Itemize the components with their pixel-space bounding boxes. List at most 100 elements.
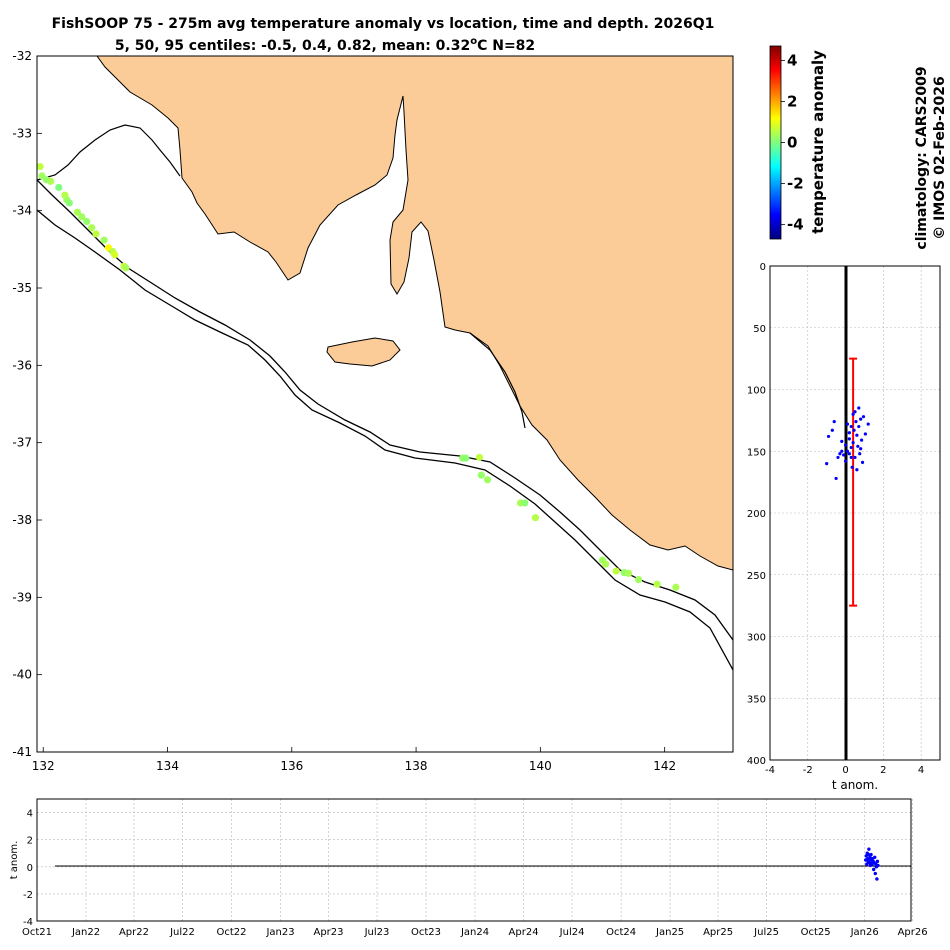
time-point [865, 862, 869, 866]
map-ytick-label: -38 [12, 513, 32, 527]
depth-ytick-label: 150 [747, 447, 766, 458]
depth-centile-bar [849, 357, 858, 607]
depth-point [866, 422, 870, 426]
colorbar-tick-label: 0 [787, 134, 797, 152]
kangaroo-island [326, 337, 401, 367]
depth-ytick-label: 200 [747, 509, 766, 520]
depth-point [840, 439, 844, 443]
map-point [37, 162, 44, 171]
time-frame [36, 798, 912, 922]
time-xtick-label: Oct25 [801, 927, 831, 938]
time-ytick-label: 4 [27, 809, 33, 820]
time-point [870, 861, 875, 865]
map-points [37, 162, 680, 591]
map-panel: 132 134 136 138 140 142 -32 -33 -34 -35 -36 -37 -38 -… [12, 49, 734, 773]
depth-point [832, 420, 836, 424]
depth-point [857, 406, 861, 410]
depth-point [842, 453, 846, 457]
time-background [37, 799, 911, 921]
map-xtick-label: 140 [529, 759, 552, 773]
depth-xlabel: t anom. [832, 778, 878, 792]
depth-frame [769, 265, 941, 761]
depth-point [843, 459, 848, 463]
map-xtick-label: 138 [405, 759, 428, 773]
time-grid [36, 799, 913, 922]
isobath-inner [37, 179, 733, 641]
map-xtick-label: 136 [280, 759, 303, 773]
map-ytick-label: -34 [12, 204, 32, 218]
depth-ytick-label: 0 [760, 262, 766, 273]
depth-point [849, 424, 853, 429]
depth-point [853, 455, 857, 460]
depth-point [838, 452, 842, 456]
time-point [867, 861, 872, 865]
depth-point [852, 428, 856, 432]
time-point [867, 847, 871, 851]
depth-point [859, 417, 863, 421]
colorbar-scale [769, 45, 782, 240]
map-point [78, 213, 86, 221]
map-features [37, 56, 733, 671]
map-point [100, 236, 108, 244]
map-point [672, 583, 680, 591]
depth-axes: 0 50 100 150 200 250 300 350 400-4 -2 0 2 4 [747, 262, 924, 776]
time-xtick-label: Jul24 [559, 927, 585, 938]
map-point [73, 208, 81, 216]
time-point [869, 852, 873, 857]
map-ytick-label: -40 [12, 668, 32, 682]
depth-point [830, 428, 834, 432]
map-point [88, 224, 96, 232]
depth-point [855, 468, 859, 472]
time-point [871, 867, 876, 872]
time-ytick-label: 2 [27, 836, 33, 847]
depth-point [825, 462, 829, 466]
isobath-outer [37, 209, 733, 671]
map-point [111, 251, 119, 259]
map-ytick-label: -33 [12, 126, 32, 140]
time-xtick-label: Apr22 [119, 927, 149, 938]
time-xtick-label: Jul25 [753, 927, 779, 938]
depth-point [845, 449, 850, 453]
time-point [875, 877, 879, 881]
depth-xtick-label: 2 [880, 765, 886, 776]
depth-point [840, 449, 844, 453]
depth-xtick-label: -2 [803, 765, 813, 776]
colorbar: 4 2 0 -2 -4 temperature anomaly [769, 45, 827, 240]
depth-xtick-label: -4 [765, 765, 775, 776]
map-point [47, 177, 55, 185]
depth-ytick-label: 50 [753, 324, 766, 335]
depth-point [863, 432, 867, 436]
lake-coastline [469, 332, 526, 429]
depth-points [825, 406, 870, 481]
west-coastline [37, 124, 181, 181]
map-ytick-label: -36 [12, 358, 32, 372]
time-xtick-label: Apr23 [313, 927, 343, 938]
map-point [531, 514, 539, 522]
map-axes: 132 134 136 138 140 142 -32 -33 -34 -35 -36 -37 -38 -… [12, 49, 676, 773]
colorbar-label: temperature anomaly [809, 50, 827, 234]
depth-point [851, 412, 855, 416]
time-xtick-label: Oct23 [411, 927, 441, 938]
time-xtick-label: Jan26 [850, 927, 879, 938]
mainland [96, 56, 733, 571]
time-xtick-label: Oct21 [22, 927, 52, 938]
depth-point [853, 410, 857, 414]
time-xtick-label: Jan22 [71, 927, 100, 938]
depth-point [858, 452, 862, 456]
map-point [55, 183, 63, 192]
map-point [634, 575, 643, 584]
time-point [873, 871, 877, 876]
depth-point [859, 447, 863, 451]
depth-point [836, 455, 840, 460]
colorbar-tick-label: 4 [787, 51, 797, 69]
depth-point [857, 424, 861, 429]
time-xtick-label: Apr24 [509, 927, 539, 938]
depth-point [834, 476, 838, 481]
map-point [602, 560, 610, 568]
map-point [477, 471, 485, 479]
depth-point [855, 433, 859, 437]
time-xtick-label: Jan24 [460, 927, 489, 938]
time-xtick-label: Oct22 [217, 927, 247, 938]
depth-point [847, 452, 851, 456]
